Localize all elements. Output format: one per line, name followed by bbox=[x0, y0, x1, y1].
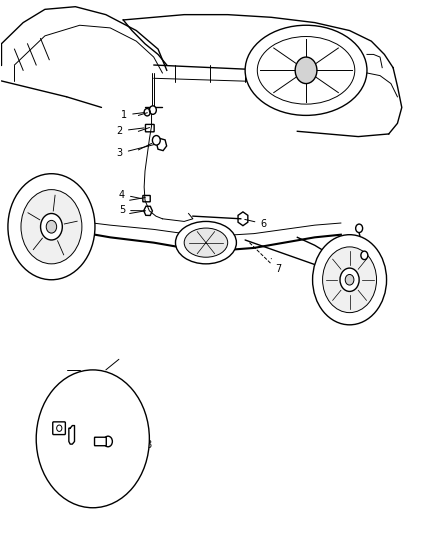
Text: 10: 10 bbox=[36, 425, 57, 435]
Circle shape bbox=[295, 57, 317, 84]
Circle shape bbox=[149, 106, 156, 114]
FancyBboxPatch shape bbox=[53, 422, 65, 434]
Ellipse shape bbox=[257, 37, 355, 104]
Circle shape bbox=[361, 251, 368, 260]
Circle shape bbox=[340, 268, 359, 292]
Circle shape bbox=[322, 247, 377, 313]
Circle shape bbox=[345, 274, 354, 285]
Ellipse shape bbox=[184, 228, 228, 257]
Circle shape bbox=[8, 174, 95, 280]
Circle shape bbox=[152, 135, 160, 145]
Text: 8: 8 bbox=[115, 440, 151, 450]
Text: 6: 6 bbox=[245, 219, 266, 229]
Circle shape bbox=[21, 190, 82, 264]
FancyBboxPatch shape bbox=[145, 124, 154, 132]
Ellipse shape bbox=[245, 25, 367, 115]
Text: 3: 3 bbox=[117, 144, 154, 158]
Polygon shape bbox=[69, 425, 74, 444]
Text: 7: 7 bbox=[271, 259, 282, 274]
Circle shape bbox=[36, 370, 149, 508]
FancyBboxPatch shape bbox=[95, 437, 106, 446]
Circle shape bbox=[46, 220, 57, 233]
Circle shape bbox=[313, 235, 387, 325]
Text: 5: 5 bbox=[119, 206, 145, 215]
FancyBboxPatch shape bbox=[143, 196, 150, 202]
Circle shape bbox=[356, 224, 363, 232]
Circle shape bbox=[41, 214, 62, 240]
Text: 2: 2 bbox=[117, 126, 144, 136]
Ellipse shape bbox=[176, 221, 237, 264]
Text: 4: 4 bbox=[119, 190, 141, 199]
Text: 1: 1 bbox=[121, 110, 145, 120]
Text: 9: 9 bbox=[45, 438, 68, 448]
